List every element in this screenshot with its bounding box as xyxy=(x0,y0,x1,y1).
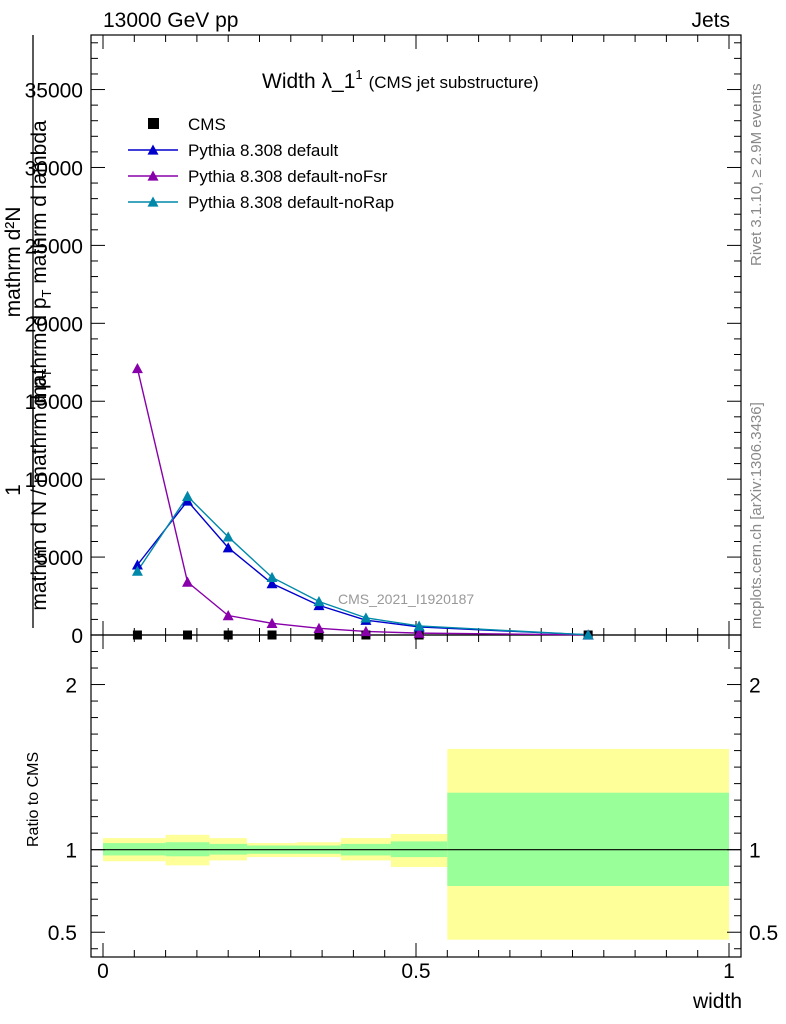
data-point-mc xyxy=(131,559,143,570)
series-markers xyxy=(131,363,594,640)
data-point-mc xyxy=(413,620,425,631)
svg-text:mathrm d²N: mathrm d²N xyxy=(2,207,25,318)
legend: CMS Pythia 8.308 default Pythia 8.308 defa… xyxy=(128,115,394,212)
main-axis-ticks: 0 5000 10000 15000 20000 25000 30000 35000 xyxy=(25,35,741,648)
series-lines xyxy=(136,368,589,636)
main-ytick-label: 0 xyxy=(71,625,83,648)
data-point-cms xyxy=(183,630,193,640)
data-point-mc xyxy=(360,612,372,623)
data-point-mc xyxy=(222,542,234,553)
main-ylabel: mathrm d²N mathrm d pT mathrm d lambda 1… xyxy=(2,35,54,628)
series-line xyxy=(136,495,589,636)
analysis-watermark: CMS_2021_I1920187 xyxy=(338,591,474,607)
ratio-stat-band xyxy=(447,792,729,886)
main-ytick-label: 30000 xyxy=(25,157,83,180)
ratio-ytick-label: 1 xyxy=(65,840,77,863)
data-point-mc xyxy=(182,490,194,501)
data-point-cms xyxy=(314,630,324,640)
header-process: 13000 GeV pp xyxy=(103,9,239,32)
series-line xyxy=(136,499,589,636)
ratio-xtick-label: 0 xyxy=(97,960,109,983)
ratio-ytick-label-right: 1 xyxy=(749,840,761,863)
legend-label: Pythia 8.308 default xyxy=(188,141,339,160)
plot-title: Width λ_11 (CMS jet substructure) xyxy=(262,67,539,93)
main-ytick-label: 35000 xyxy=(25,80,83,103)
ratio-ytick-label: 0.5 xyxy=(48,922,77,945)
ratio-ytick-label-right: 0.5 xyxy=(749,922,778,945)
legend-marker-triangle xyxy=(147,144,159,155)
data-point-mc xyxy=(313,622,325,633)
ratio-xtick-label: 0.5 xyxy=(401,960,430,983)
data-point-mc xyxy=(222,531,234,542)
legend-label: CMS xyxy=(188,115,226,134)
series-line xyxy=(136,368,589,636)
main-ytick-label: 25000 xyxy=(25,235,83,258)
data-point-mc xyxy=(266,617,278,628)
ratio-xtick-label: 1 xyxy=(723,960,735,983)
legend-marker-square xyxy=(148,118,159,129)
ratio-ylabel: Ratio to CMS xyxy=(25,752,42,847)
ratio-ytick-label-right: 2 xyxy=(749,675,761,698)
main-ytick-label: 20000 xyxy=(25,313,83,336)
data-point-mc xyxy=(360,625,372,637)
data-point-mc xyxy=(413,627,425,638)
legend-label: Pythia 8.308 default-noRap xyxy=(188,193,394,212)
xlabel: width xyxy=(692,990,742,1013)
data-point-mc xyxy=(582,629,594,640)
data-point-mc xyxy=(266,571,278,583)
svg-text:1: 1 xyxy=(2,484,25,496)
data-point-cms xyxy=(223,630,233,640)
legend-marker-triangle xyxy=(147,170,159,181)
ratio-axis-ticks: 0.5 0.5 1 1 2 2 0 0.5 1 xyxy=(48,635,778,983)
main-ytick-label: 10000 xyxy=(25,469,83,492)
data-point-mc xyxy=(131,363,143,374)
ratio-bands xyxy=(103,748,729,940)
data-point-mc xyxy=(222,610,234,621)
main-ytick-label: 5000 xyxy=(36,547,83,570)
ratio-ytick-label: 2 xyxy=(65,675,77,698)
data-point-cms xyxy=(132,630,142,640)
data-point-mc xyxy=(266,578,278,589)
main-ytick-label: 15000 xyxy=(25,391,83,414)
data-point-mc xyxy=(131,565,143,576)
data-point-cms xyxy=(267,630,277,640)
svg-text:mathrm d pT mathrm d lambda: mathrm d pT mathrm d lambda xyxy=(28,120,54,404)
data-point-mc xyxy=(313,595,325,607)
legend-marker-triangle xyxy=(147,196,159,207)
svg-text:mathrm d N / mathrm d pT: mathrm d N / mathrm d pT xyxy=(28,369,54,610)
data-point-mc xyxy=(182,576,194,587)
legend-label: Pythia 8.308 default-noFsr xyxy=(188,167,388,186)
header-category: Jets xyxy=(691,9,730,32)
